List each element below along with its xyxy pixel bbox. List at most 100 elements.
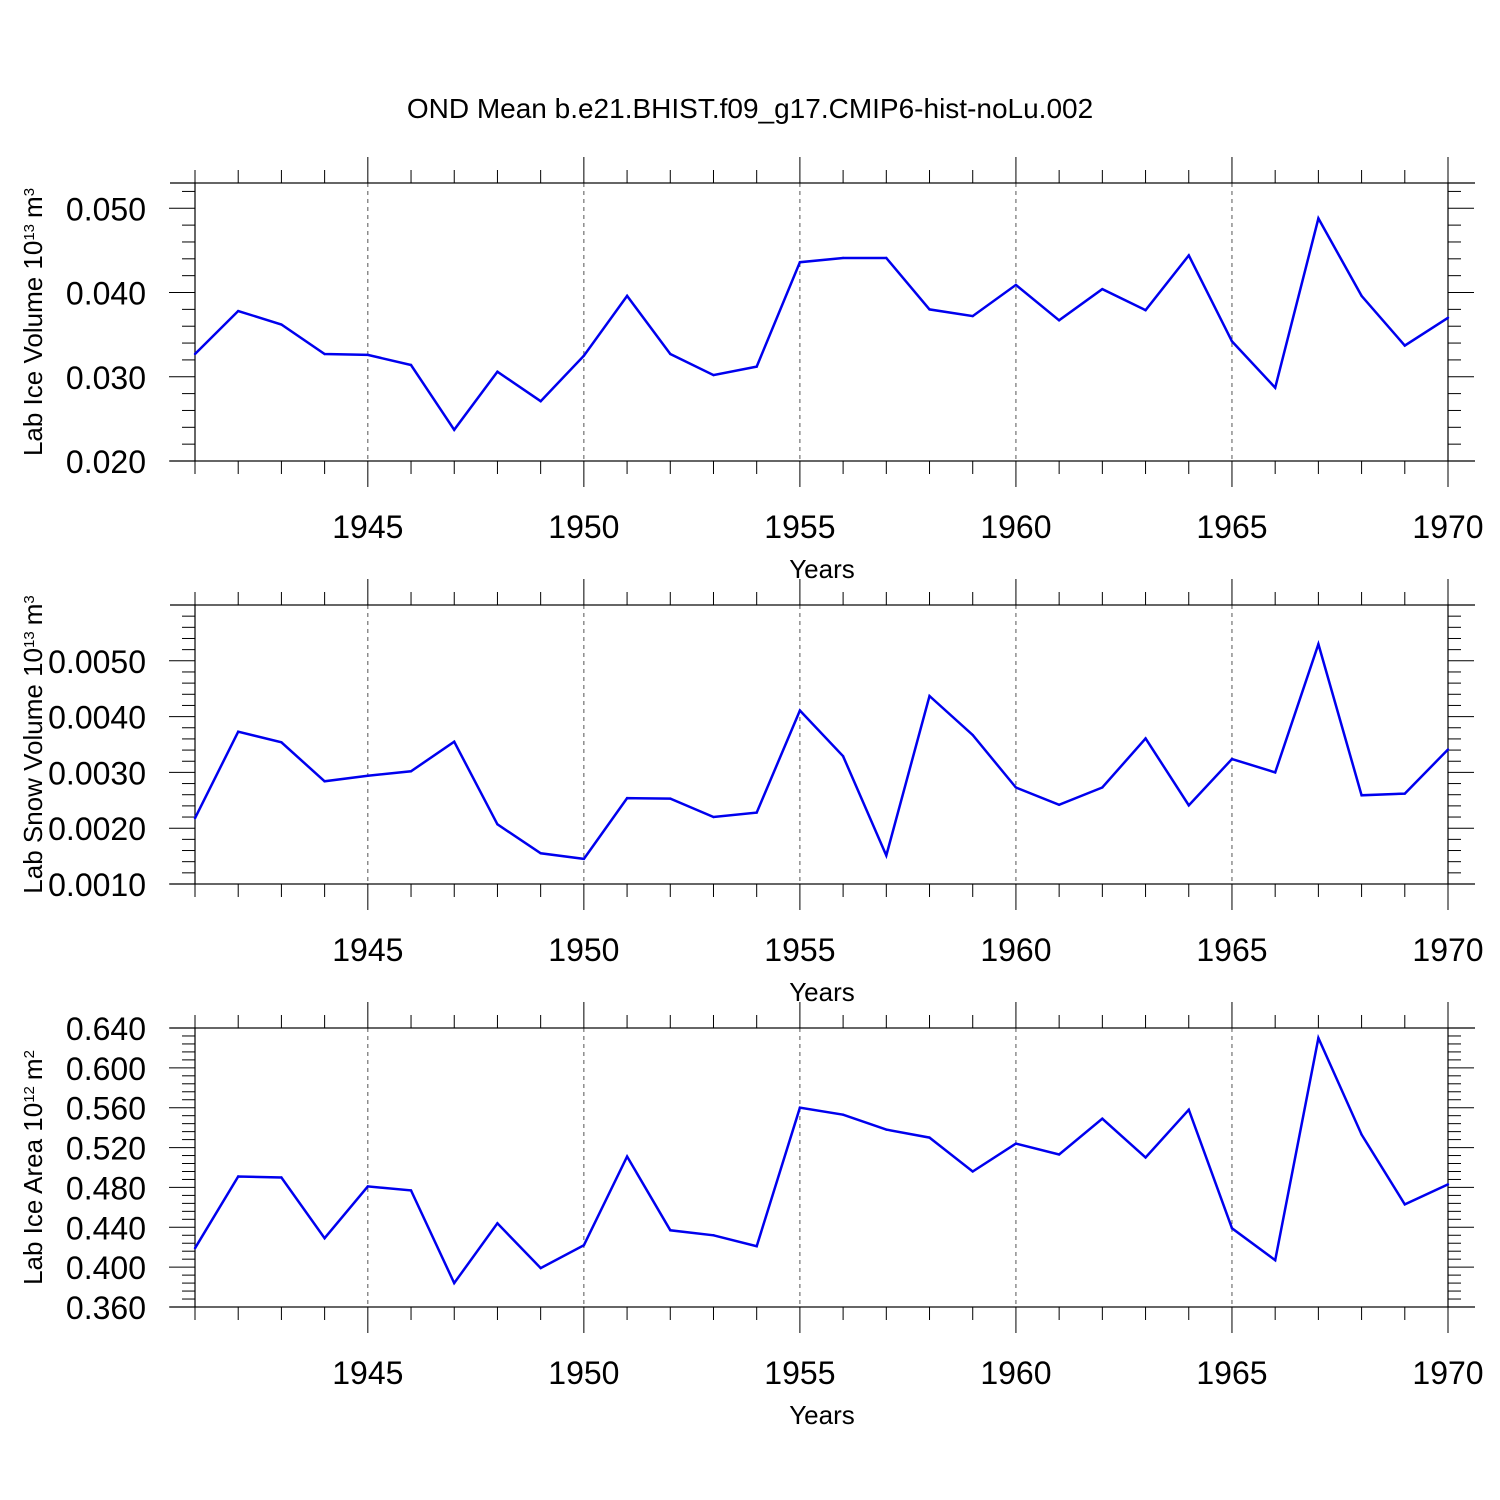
data-point — [1101, 287, 1104, 291]
data-point — [669, 1229, 672, 1232]
data-point — [1230, 1227, 1234, 1230]
data-point — [496, 823, 499, 826]
data-point — [280, 1176, 283, 1179]
y-tick-label: 0.640 — [66, 1011, 146, 1047]
data-point — [323, 352, 326, 356]
data-point — [928, 694, 931, 698]
y-tick-label: 0.0020 — [48, 811, 146, 847]
data-point — [193, 1247, 197, 1250]
x-tick-label: 1970 — [1412, 1355, 1483, 1391]
chart-title: OND Mean b.e21.BHIST.f09_g17.CMIP6-hist-… — [407, 93, 1093, 124]
y-tick-label: 0.0040 — [48, 700, 146, 736]
y-axis-label-unit: m — [18, 1058, 48, 1080]
data-point — [409, 363, 413, 367]
data-point — [366, 774, 370, 777]
data-point — [1317, 217, 1320, 220]
plot-frame — [194, 182, 1449, 462]
data-point — [453, 1281, 456, 1285]
y-tick-label: 0.0010 — [48, 867, 146, 903]
x-tick-label: 1965 — [1196, 932, 1267, 968]
data-point — [539, 1266, 542, 1270]
data-point — [1144, 309, 1147, 312]
data-point — [1360, 794, 1363, 797]
x-tick-label: 1965 — [1196, 1355, 1267, 1391]
data-point — [582, 354, 586, 357]
data-point — [323, 1237, 326, 1240]
y-axis-label-text: Lab Ice Volume 10 — [18, 241, 48, 456]
y-tick-label: 0.040 — [66, 276, 146, 312]
data-point — [669, 352, 672, 356]
y-tick-label: 0.560 — [66, 1091, 146, 1127]
data-point — [755, 365, 758, 368]
data-point — [366, 353, 370, 357]
x-tick-label: 1950 — [548, 509, 619, 545]
y-tick-label: 0.0030 — [48, 755, 146, 791]
y-tick-label: 0.020 — [66, 444, 146, 480]
data-point — [1057, 1153, 1061, 1156]
data-point — [1317, 642, 1320, 646]
data-point — [409, 770, 413, 773]
data-point — [539, 852, 542, 855]
y-tick-label: 0.030 — [66, 360, 146, 396]
data-point — [496, 1222, 499, 1225]
data-point — [971, 1170, 974, 1173]
y-axis-label-unit: m — [18, 196, 48, 218]
data-point — [1446, 748, 1450, 751]
data-point — [453, 428, 456, 432]
plot-frame — [194, 1027, 1449, 1308]
x-axis-label: Years — [789, 1400, 855, 1430]
x-tick-label: 1955 — [764, 509, 835, 545]
data-point — [841, 256, 845, 260]
y-axis-label-text: Lab Ice Area 10 — [18, 1103, 48, 1285]
x-tick-label: 1945 — [332, 509, 403, 545]
data-point — [1273, 771, 1277, 774]
x-tick-label: 1950 — [548, 932, 619, 968]
data-point — [237, 309, 240, 313]
x-tick-label: 1945 — [332, 1355, 403, 1391]
y-axis-label-text: Lab Snow Volume 10 — [18, 648, 48, 894]
data-point — [453, 740, 456, 743]
series-line — [193, 639, 1449, 861]
data-point — [1057, 319, 1061, 322]
data-point — [1446, 316, 1450, 319]
y-axis-label-unit-exponent: 3 — [21, 595, 38, 603]
data-point — [1230, 757, 1234, 761]
data-point — [798, 709, 802, 712]
data-point — [712, 1234, 715, 1237]
data-point — [625, 796, 629, 800]
data-point — [409, 1189, 413, 1192]
series-line — [194, 215, 1449, 432]
data-point — [885, 256, 888, 260]
data-point — [193, 352, 197, 356]
data-point — [280, 741, 283, 744]
data-point — [928, 1136, 931, 1139]
data-point — [625, 294, 629, 298]
data-point — [1014, 1142, 1018, 1145]
data-point — [1187, 804, 1190, 807]
data-point — [1403, 344, 1406, 347]
data-point — [1230, 340, 1234, 343]
y-tick-label: 0.440 — [66, 1210, 146, 1246]
x-axis-label: Years — [789, 554, 855, 584]
data-point — [1317, 1036, 1320, 1040]
data-point — [1014, 283, 1018, 287]
data-point — [237, 730, 240, 733]
chart-panel-1: 0.020 0.030 0.040 0.050 1945 1950 1955 1960 1965… — [18, 157, 1484, 584]
data-point — [841, 1113, 845, 1116]
data-point — [798, 1106, 802, 1109]
data-point — [928, 308, 931, 311]
y-tick-label: 0.050 — [66, 191, 146, 227]
data-point — [366, 1185, 370, 1188]
data-point — [1057, 803, 1061, 806]
x-tick-label: 1960 — [980, 932, 1051, 968]
y-tick-label: 0.480 — [66, 1170, 146, 1206]
y-tick-label: 0.360 — [66, 1290, 146, 1326]
data-point — [885, 854, 888, 857]
data-point — [323, 780, 326, 783]
data-point — [582, 1244, 586, 1247]
data-point — [1101, 1117, 1104, 1120]
y-tick-label: 0.600 — [66, 1051, 146, 1087]
